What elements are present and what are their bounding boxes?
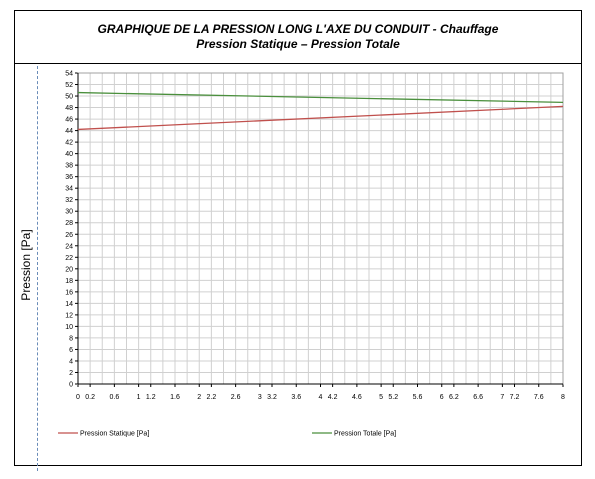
x-tick-label: 5.2 xyxy=(388,394,398,401)
x-tick-label: 8 xyxy=(561,394,565,401)
y-tick-label: 26 xyxy=(65,232,73,239)
x-tick-label: 3.2 xyxy=(267,394,277,401)
x-tick-label: 1.2 xyxy=(146,394,156,401)
y-tick-label: 18 xyxy=(65,278,73,285)
y-tick-label: 2 xyxy=(69,370,73,377)
x-tick-label: 4.6 xyxy=(352,394,362,401)
y-tick-label: 32 xyxy=(65,197,73,204)
x-tick-label: 6.6 xyxy=(473,394,483,401)
series-line-1 xyxy=(77,105,564,131)
y-tick-label: 4 xyxy=(69,358,73,365)
chart-frame xyxy=(14,10,582,466)
x-tick-label: 3 xyxy=(258,394,262,401)
y-tick-label: 44 xyxy=(65,128,73,135)
y-tick-label: 28 xyxy=(65,220,73,227)
y-tick-label: 0 xyxy=(69,382,73,389)
y-tick-label: 20 xyxy=(65,266,73,273)
legend-label-1: Pression Statique [Pa] xyxy=(80,431,149,438)
y-tick-label: 22 xyxy=(65,255,73,262)
y-tick-label: 42 xyxy=(65,140,73,147)
x-tick-label: 2.2 xyxy=(207,394,217,401)
x-tick-label: 0 xyxy=(76,394,80,401)
y-tick-label: 30 xyxy=(65,209,73,216)
y-tick-label: 46 xyxy=(65,117,73,124)
y-tick-label: 36 xyxy=(65,174,73,181)
x-tick-label: 1 xyxy=(137,394,141,401)
x-tick-label: 0.6 xyxy=(110,394,120,401)
chart-subtitle: Pression Statique – Pression Totale xyxy=(196,37,400,51)
x-tick-label: 7 xyxy=(500,394,504,401)
x-tick-label: 1.6 xyxy=(170,394,180,401)
axes xyxy=(75,72,564,387)
y-tick-label: 54 xyxy=(65,71,73,78)
y-tick-label: 38 xyxy=(65,163,73,170)
margin-guide-line xyxy=(37,66,38,471)
x-tick-label: 5.6 xyxy=(413,394,423,401)
x-tick-label: 0.2 xyxy=(85,394,95,401)
x-tick-label: 2 xyxy=(197,394,201,401)
x-tick-label: 4 xyxy=(319,394,323,401)
series-line-2 xyxy=(77,91,564,104)
grid-lines xyxy=(77,72,564,385)
x-tick-label: 4.2 xyxy=(328,394,338,401)
x-tick-label: 7.2 xyxy=(510,394,520,401)
x-tick-label: 5 xyxy=(379,394,383,401)
y-tick-label: 24 xyxy=(65,243,73,250)
y-tick-label: 48 xyxy=(65,105,73,112)
chart-title: GRAPHIQUE DE LA PRESSION LONG L'AXE DU C… xyxy=(14,22,582,52)
x-tick-label: 6.2 xyxy=(449,394,459,401)
y-tick-label: 16 xyxy=(65,289,73,296)
y-tick-label: 52 xyxy=(65,82,73,89)
chart-title-line1: GRAPHIQUE DE LA PRESSION LONG L'AXE DU C… xyxy=(97,22,499,36)
x-tick-label: 6 xyxy=(440,394,444,401)
legend-label-2: Pression Totale [Pa] xyxy=(334,431,396,438)
x-tick-label: 3.6 xyxy=(291,394,301,401)
y-tick-label: 40 xyxy=(65,151,73,158)
y-tick-label: 14 xyxy=(65,301,73,308)
x-tick-label: 7.6 xyxy=(534,394,544,401)
x-tick-labels: 0 0.2 0.6 1 1.2 1.6 2 2.2 2.6 3 3.2 3.6 4 4.2 4.6 5 5.2 5… xyxy=(76,394,565,401)
y-tick-label: 6 xyxy=(69,347,73,354)
legend: Pression Statique [Pa] Pression Totale [P… xyxy=(58,431,396,438)
y-tick-label: 50 xyxy=(65,94,73,101)
y-tick-labels: 0246810121416182022242628303234363840424… xyxy=(65,71,73,389)
header-separator xyxy=(14,63,582,64)
y-tick-label: 12 xyxy=(65,312,73,319)
series-lines xyxy=(77,91,564,131)
y-tick-label: 10 xyxy=(65,324,73,331)
y-tick-label: 34 xyxy=(65,186,73,193)
x-tick-label: 2.6 xyxy=(231,394,241,401)
y-tick-label: 8 xyxy=(69,335,73,342)
